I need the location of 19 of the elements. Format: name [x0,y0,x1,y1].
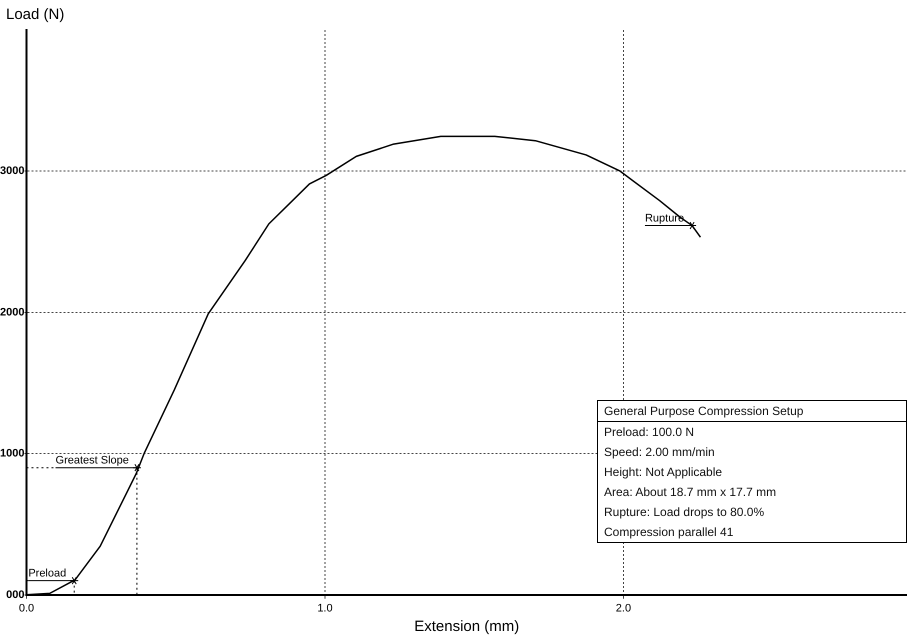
y-tick-label: 2000 [0,306,24,318]
x-tick-label: 2.0 [616,602,632,614]
annotation: Speed: 2.00 mm/min [603,444,716,461]
annotation: Rupture: Load drops to 80.0% [603,504,766,521]
annotation: Height: Not Applicable [603,464,724,481]
x-tick-label: 1.0 [317,602,333,614]
annotation: Area: About 18.7 mm x 17.7 mm [603,484,778,501]
annotation: Compression parallel 41 [603,524,734,541]
y-tick-label: 3000 [0,165,24,178]
annotation: Rupture [644,212,684,225]
annotation: Greatest Slope [56,454,129,467]
x-axis-title: Extension (mm) [414,618,520,636]
annotation: Preload [28,568,66,580]
y-tick-label: 000 [6,588,24,601]
y-tick-label: 1000 [0,448,24,460]
annotation: Preload: 100.0 N [603,424,696,441]
annotation: General Purpose Compression Setup [598,401,906,422]
x-tick-label: 0.0 [18,602,34,614]
y-axis-title: Load (N) [6,6,64,23]
